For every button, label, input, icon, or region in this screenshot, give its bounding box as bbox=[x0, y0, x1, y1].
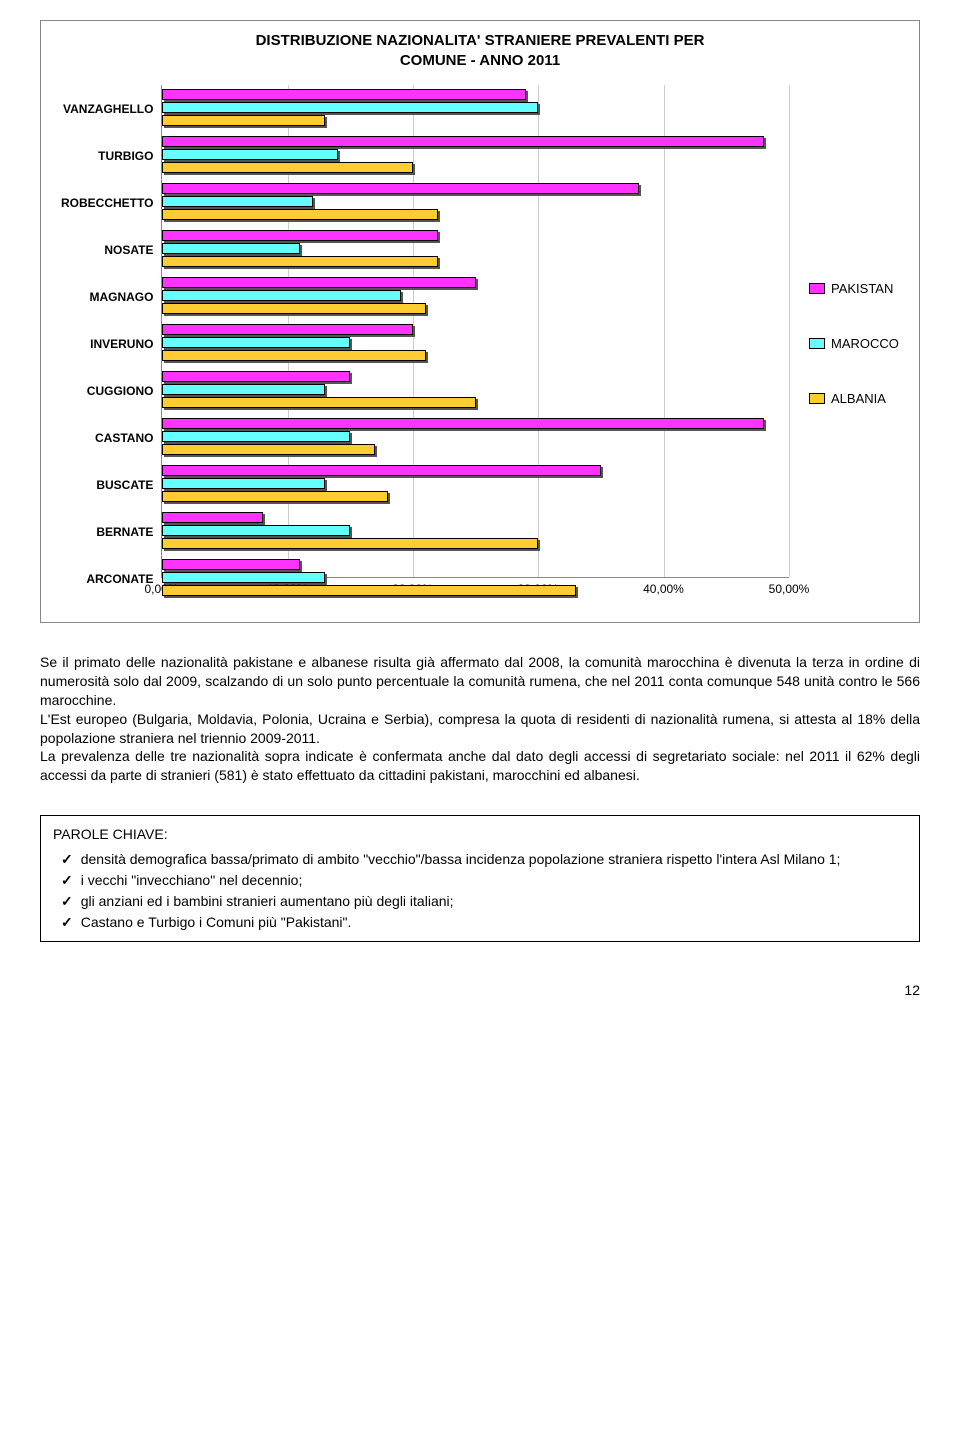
bar bbox=[162, 303, 425, 314]
legend-item: MAROCCO bbox=[809, 336, 899, 351]
chart-title-line2: COMUNE - ANNO 2011 bbox=[400, 52, 560, 69]
bar bbox=[162, 136, 763, 147]
bar bbox=[162, 324, 413, 335]
chart-title-line1: DISTRIBUZIONE NAZIONALITA' STRANIERE PRE… bbox=[256, 32, 705, 49]
y-axis-label: MAGNAGO bbox=[61, 273, 153, 320]
legend-label: PAKISTAN bbox=[831, 281, 893, 296]
bar-group bbox=[162, 85, 789, 132]
legend-label: ALBANIA bbox=[831, 391, 886, 406]
legend-swatch bbox=[809, 338, 825, 349]
parole-list: densità demografica bassa/primato di amb… bbox=[53, 849, 907, 933]
y-axis-label: NOSATE bbox=[61, 226, 153, 273]
legend-item: PAKISTAN bbox=[809, 281, 899, 296]
bar bbox=[162, 397, 475, 408]
bar bbox=[162, 538, 538, 549]
bar-group bbox=[162, 320, 789, 367]
y-axis-label: VANZAGHELLO bbox=[61, 85, 153, 132]
bar-group bbox=[162, 414, 789, 461]
bar bbox=[162, 491, 388, 502]
chart-title: DISTRIBUZIONE NAZIONALITA' STRANIERE PRE… bbox=[61, 31, 899, 70]
bar bbox=[162, 115, 325, 126]
paragraph-1: Se il primato delle nazionalità pakistan… bbox=[40, 654, 920, 708]
paragraph-2: L'Est europeo (Bulgaria, Moldavia, Polon… bbox=[40, 711, 920, 746]
bar-group bbox=[162, 179, 789, 226]
y-axis-label: BUSCATE bbox=[61, 461, 153, 508]
bar bbox=[162, 350, 425, 361]
bar bbox=[162, 444, 375, 455]
bar bbox=[162, 196, 312, 207]
bar bbox=[162, 384, 325, 395]
y-axis-label: ARCONATE bbox=[61, 555, 153, 602]
bar bbox=[162, 418, 763, 429]
bar bbox=[162, 559, 300, 570]
bar bbox=[162, 256, 438, 267]
bar bbox=[162, 512, 262, 523]
bar-group bbox=[162, 132, 789, 179]
y-axis-label: ROBECCHETTO bbox=[61, 179, 153, 226]
legend-swatch bbox=[809, 283, 825, 294]
bar bbox=[162, 277, 475, 288]
bar bbox=[162, 337, 350, 348]
y-axis-label: CASTANO bbox=[61, 414, 153, 461]
bar bbox=[162, 290, 400, 301]
legend: PAKISTAN MAROCCO ALBANIA bbox=[789, 85, 899, 602]
bar bbox=[162, 162, 413, 173]
parole-item: i vecchi "invecchiano" nel decennio; bbox=[83, 870, 907, 891]
bar bbox=[162, 243, 300, 254]
paragraph-3: La prevalenza delle tre nazionalità sopr… bbox=[40, 748, 920, 783]
legend-item: ALBANIA bbox=[809, 391, 899, 406]
bar bbox=[162, 465, 601, 476]
bar-group bbox=[162, 461, 789, 508]
y-axis-label: INVERUNO bbox=[61, 320, 153, 367]
y-axis-label: BERNATE bbox=[61, 508, 153, 555]
gridline bbox=[789, 85, 790, 577]
bar-group bbox=[162, 273, 789, 320]
parole-chiave-box: PAROLE CHIAVE: densità demografica bassa… bbox=[40, 815, 920, 942]
chart-body: VANZAGHELLOTURBIGOROBECCHETTONOSATEMAGNA… bbox=[61, 85, 899, 602]
bar bbox=[162, 149, 337, 160]
bar-group bbox=[162, 367, 789, 414]
x-tick-label: 50,00% bbox=[769, 582, 810, 596]
bar bbox=[162, 89, 525, 100]
parole-item: densità demografica bassa/primato di amb… bbox=[83, 849, 907, 870]
bar bbox=[162, 230, 438, 241]
body-text: Se il primato delle nazionalità pakistan… bbox=[40, 653, 920, 785]
bar bbox=[162, 572, 325, 583]
y-axis-labels: VANZAGHELLOTURBIGOROBECCHETTONOSATEMAGNA… bbox=[61, 85, 161, 602]
y-axis-label: CUGGIONO bbox=[61, 367, 153, 414]
chart-container: DISTRIBUZIONE NAZIONALITA' STRANIERE PRE… bbox=[40, 20, 920, 623]
legend-swatch bbox=[809, 393, 825, 404]
plot-area bbox=[161, 85, 789, 578]
x-tick-label: 40,00% bbox=[643, 582, 684, 596]
bar bbox=[162, 525, 350, 536]
bar bbox=[162, 585, 576, 596]
bar bbox=[162, 102, 538, 113]
parole-item: gli anziani ed i bambini stranieri aumen… bbox=[83, 891, 907, 912]
parole-title: PAROLE CHIAVE: bbox=[53, 824, 907, 845]
bar bbox=[162, 431, 350, 442]
bar bbox=[162, 209, 438, 220]
bar bbox=[162, 371, 350, 382]
bar-group bbox=[162, 508, 789, 555]
bar-group bbox=[162, 226, 789, 273]
y-axis-label: TURBIGO bbox=[61, 132, 153, 179]
bar bbox=[162, 183, 638, 194]
legend-label: MAROCCO bbox=[831, 336, 899, 351]
parole-item: Castano e Turbigo i Comuni più "Pakistan… bbox=[83, 912, 907, 933]
bar bbox=[162, 478, 325, 489]
page-number: 12 bbox=[40, 982, 920, 998]
chart-left: VANZAGHELLOTURBIGOROBECCHETTONOSATEMAGNA… bbox=[61, 85, 789, 602]
